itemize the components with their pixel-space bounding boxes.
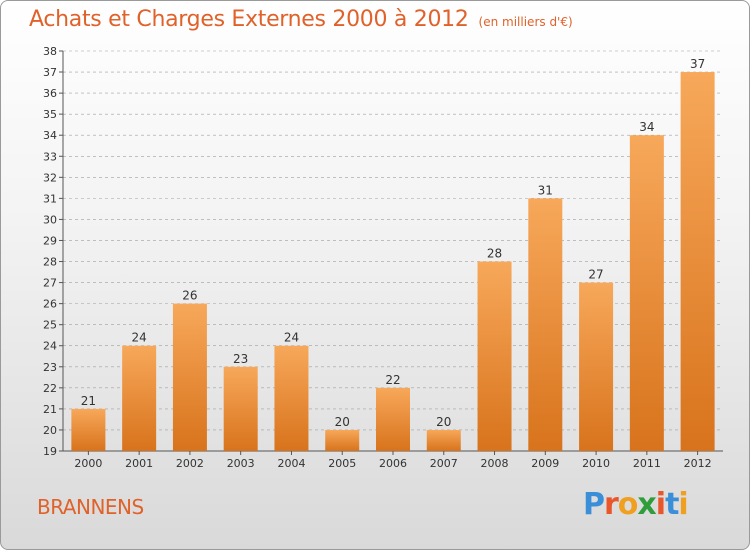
- bar-value-label: 34: [639, 120, 654, 134]
- y-tick-label: 37: [43, 66, 57, 79]
- logo-letter: i: [678, 487, 688, 522]
- bar-2008: [477, 261, 512, 451]
- chart-subtitle: (en milliers d'€): [478, 15, 573, 29]
- bar-value-label: 20: [335, 415, 350, 429]
- y-tick-label: 24: [43, 340, 57, 353]
- bar-value-label: 31: [538, 183, 553, 197]
- y-tick-label: 30: [43, 213, 57, 226]
- x-tick-label: 2010: [582, 457, 610, 470]
- logo-letter: r: [604, 487, 619, 522]
- logo-letter: x: [637, 487, 656, 522]
- bar-value-label: 23: [233, 352, 248, 366]
- y-tick-label: 19: [43, 445, 57, 458]
- bar-2004: [274, 345, 309, 451]
- y-tick-label: 35: [43, 108, 57, 121]
- logo-letter: o: [617, 487, 639, 522]
- bar-2009: [528, 198, 563, 451]
- bar-layer: [71, 72, 715, 452]
- y-tick-label: 36: [43, 87, 57, 100]
- x-tick-label: 2009: [531, 457, 559, 470]
- x-tick-label: 2012: [684, 457, 712, 470]
- x-tick-label: 2005: [328, 457, 356, 470]
- logo-letter: P: [583, 487, 605, 522]
- logo-letter: i: [655, 487, 666, 522]
- bar-2007: [426, 429, 461, 451]
- y-tick-label: 31: [43, 192, 57, 205]
- bar-value-label: 24: [132, 331, 147, 345]
- y-tick-label: 29: [43, 234, 57, 247]
- x-tick-label: 2003: [227, 457, 255, 470]
- label-layer: 21 2000 24 2001 26 2002 23 2003 24 2004 20 2005 22 20…: [74, 57, 711, 470]
- bar-2005: [325, 429, 360, 451]
- y-tick-label: 38: [43, 45, 57, 58]
- logo-letter: t: [665, 487, 679, 522]
- x-tick-label: 2002: [176, 457, 204, 470]
- x-tick-label: 2011: [633, 457, 661, 470]
- bar-value-label: 37: [690, 57, 705, 71]
- bar-2011: [629, 135, 664, 452]
- bar-2002: [172, 303, 207, 451]
- bar-value-label: 21: [81, 394, 96, 408]
- bar-value-label: 24: [284, 331, 299, 345]
- chart-title: Achats et Charges Externes 2000 à 2012 (e…: [29, 7, 573, 32]
- y-tick-label: 27: [43, 277, 57, 290]
- x-tick-label: 2008: [481, 457, 509, 470]
- y-tick-label: 21: [43, 403, 57, 416]
- y-tick-label: 33: [43, 150, 57, 163]
- bar-value-label: 20: [436, 415, 451, 429]
- bar-value-label: 27: [588, 268, 603, 282]
- bar-value-label: 26: [182, 289, 197, 303]
- bar-value-label: 22: [385, 373, 400, 387]
- commune-name: BRANNENS: [37, 495, 144, 519]
- bar-2006: [376, 387, 410, 451]
- x-tick-label: 2004: [277, 457, 305, 470]
- y-tick-label: 34: [43, 129, 57, 142]
- bar-2000: [71, 408, 106, 451]
- y-tick-label: 23: [43, 361, 57, 374]
- bar-2012: [680, 72, 715, 451]
- y-tick-label: 22: [43, 382, 57, 395]
- proxiti-logo: Proxiti: [583, 487, 689, 522]
- bar-value-label: 28: [487, 247, 502, 261]
- chart-title-text: Achats et Charges Externes 2000 à 2012: [29, 7, 469, 32]
- x-tick-label: 2000: [74, 457, 102, 470]
- y-tick-label: 32: [43, 171, 57, 184]
- bar-2003: [223, 366, 258, 451]
- x-tick-label: 2007: [430, 457, 458, 470]
- bar-2010: [579, 282, 614, 451]
- y-tick-label: 25: [43, 319, 57, 332]
- y-tick-label: 20: [43, 424, 57, 437]
- y-tick-label: 26: [43, 298, 57, 311]
- x-tick-label: 2001: [125, 457, 153, 470]
- x-tick-label: 2006: [379, 457, 407, 470]
- bar-2001: [122, 345, 157, 451]
- y-tick-label: 28: [43, 256, 57, 269]
